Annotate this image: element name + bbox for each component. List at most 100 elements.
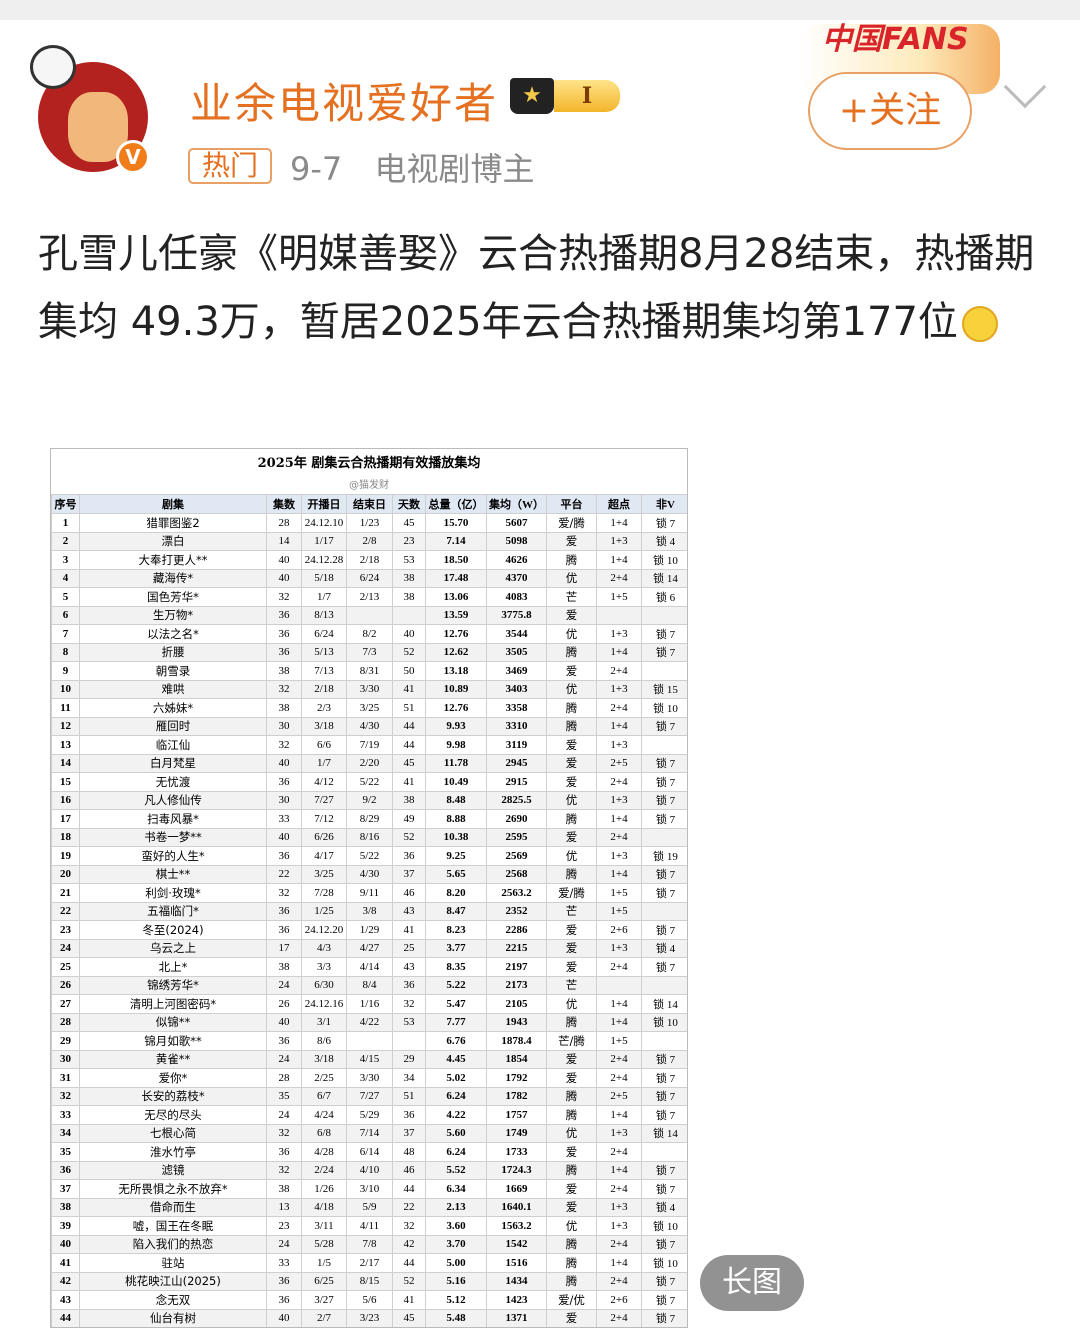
table-cell: 41 [392,772,426,792]
table-cell: 9/2 [346,790,393,810]
table-cell: 4/15 [346,1049,393,1069]
table-cell: 3/18 [301,716,347,736]
table-cell: 32 [266,735,302,755]
table-cell: 4.22 [425,1105,487,1125]
table-row: 18 书卷一梦** 40 6/26 8/16 52 10.38 2595 爱 2+4 [51,827,687,847]
table-cell: 41 [51,1253,80,1273]
table-cell: 32 [266,587,302,607]
table-cell: 1+5 [596,1031,642,1051]
follow-button[interactable]: +关注 [808,72,972,150]
table-cell: 9.98 [425,735,487,755]
table-cell: 冬至(2024) [79,920,267,940]
table-cell: 12.62 [425,642,487,662]
table-cell: 40 [266,753,302,773]
username[interactable]: 业余电视爱好者 [190,79,499,128]
table-cell: 38 [266,957,302,977]
table-cell [641,661,687,681]
table-cell: 锁 4 [641,938,687,958]
table-row: 26 锦绣芳华* 24 6/30 8/4 36 5.22 2173 芒 [51,975,687,995]
table-row: 24 乌云之上 17 4/3 4/27 25 3.77 2215 爱 1+3 锁 4 [51,938,687,958]
post-text: 孔雪儿任豪《明媒善娶》云合热播期8月28结束，热播期集均 49.3万，暂居202… [38,220,1058,356]
table-cell: 22 [266,864,302,884]
table-cell [596,605,642,625]
table-row: 39 嘘，国王在冬眠 23 3/11 4/11 32 3.60 1563.2 优 1+3 锁 10 [51,1216,687,1236]
table-cell: 3/30 [346,679,393,699]
table-cell: 2105 [486,994,547,1014]
table-cell: 15 [51,772,80,792]
table-cell: 锁 15 [641,679,687,699]
table-cell: 38 [392,790,426,810]
table-cell: 1+3 [596,790,642,810]
table-cell: 53 [392,1012,426,1032]
table-cell: 2197 [486,957,547,977]
table-cell: 驻站 [79,1253,267,1273]
table-cell: 爱 [546,661,597,681]
table-cell: 腾 [546,642,597,662]
table-row: 33 无尽的尽头 24 4/24 5/29 36 4.22 1757 腾 1+4 锁 7 [51,1105,687,1125]
table-cell: 2+4 [596,661,642,681]
table-cell: 3/3 [301,957,347,977]
table-cell: 23 [51,920,80,940]
table-cell: 腾 [546,1012,597,1032]
table-cell: 6/25 [301,1271,347,1291]
table-image[interactable]: 2025年 剧集云合热播期有效播放集均 @猫发财 序号 剧集 集数 开播日 结束日 天数总… [50,448,688,1328]
table-cell: 1749 [486,1123,547,1143]
table-cell: 8.48 [425,790,487,810]
table-cell: 1+4 [596,716,642,736]
table-cell: 4 [51,568,80,588]
table-cell: 36 [266,920,302,940]
table-cell: 30 [51,1049,80,1069]
table-cell: 36 [266,1290,302,1310]
table-cell: 6.24 [425,1086,487,1106]
table-cell: 7/3 [346,642,393,662]
table-cell: 爱 [546,1308,597,1327]
table-cell: 6/26 [301,827,347,847]
table-cell: 13.06 [425,587,487,607]
table-cell: 2568 [486,864,547,884]
table-cell: 爱/腾 [546,513,597,533]
table-cell: 爱 [546,920,597,940]
table-cell: 1/7 [301,587,347,607]
table-cell: 20 [51,864,80,884]
table-cell: 5.48 [425,1308,487,1327]
level-badge[interactable]: I [554,80,620,112]
table-cell: 2/18 [301,679,347,699]
table-cell: 28 [266,1068,302,1088]
avatar[interactable] [38,62,148,172]
table-cell: 无忧渡 [79,772,267,792]
table-cell: 1 [51,513,80,533]
table-cell: 5/22 [346,846,393,866]
table-cell: 4/11 [346,1216,393,1236]
table-cell: 34 [392,1068,426,1088]
table-row: 2 漂白 14 1/17 2/8 23 7.14 5098 爱 1+3 锁 4 [51,531,687,551]
table-cell: 7/14 [346,1123,393,1143]
table-cell: 24.12.10 [301,513,347,533]
table-cell: 26 [51,975,80,995]
long-image-button[interactable]: 长图 [700,1255,804,1311]
table-cell: 优 [546,994,597,1014]
table-cell: 29 [392,1049,426,1069]
table-cell: 借命而生 [79,1197,267,1217]
table-row: 30 黄雀** 24 3/18 4/15 29 4.45 1854 爱 2+4 锁 7 [51,1049,687,1069]
table-cell: 46 [392,1160,426,1180]
table-cell: 9 [51,661,80,681]
table-cell: 23 [266,1216,302,1236]
table-cell: 爱 [546,938,597,958]
table-cell: 锦绣芳华* [79,975,267,995]
table-cell: 1+3 [596,1216,642,1236]
table-cell: 36 [266,605,302,625]
table-cell: 1+4 [596,809,642,829]
table-cell: 1943 [486,1012,547,1032]
ranking-table: 序号 剧集 集数 开播日 结束日 天数 总量（亿） 集均（W） 平台 超点 非V 1 猎罪图鉴2 28 2… [51,494,687,1327]
table-cell: 14 [51,753,80,773]
table-cell: 优 [546,1216,597,1236]
table-cell: 嘘，国王在冬眠 [79,1216,267,1236]
table-cell: 37 [392,1123,426,1143]
table-row: 17 扫毒风暴* 33 7/12 8/29 49 8.88 2690 腾 1+4 锁 7 [51,809,687,829]
table-cell: 朝雪录 [79,661,267,681]
table-cell: 锁 7 [641,1049,687,1069]
table-cell: 41 [392,920,426,940]
chevron-down-icon[interactable] [1003,65,1047,109]
table-cell: 5.16 [425,1271,487,1291]
table-cell: 38 [266,661,302,681]
